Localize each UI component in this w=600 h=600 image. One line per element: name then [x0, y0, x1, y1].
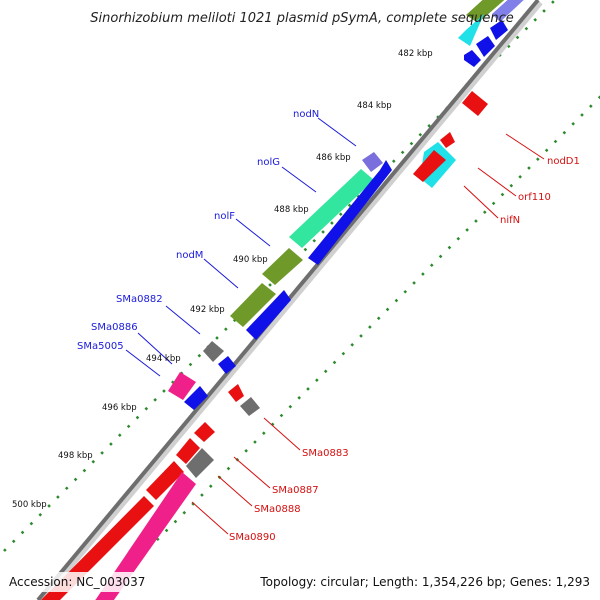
gene-label-orf110: orf110: [518, 192, 551, 203]
gene-label-SMa0882: SMa0882: [116, 294, 163, 305]
map-title: Sinorhizobium meliloti 1021 plasmid pSym…: [90, 11, 513, 26]
gene-label-SMa0887: SMa0887: [272, 485, 319, 496]
gene-label-nodM: nodM: [176, 250, 203, 261]
gene-feature: [490, 20, 508, 40]
tick-labels: 482 kbp 484 kbp 486 kbp 488 kbp 490 kbp …: [12, 49, 433, 510]
tick-label: 494 kbp: [146, 354, 181, 364]
gene-feature: [476, 36, 495, 57]
tick-label: 496 kbp: [102, 403, 137, 413]
cog-ring-forward: [168, 0, 524, 400]
gene-feature: [203, 341, 224, 362]
gene-feature: [362, 152, 383, 172]
gene-feature: [413, 150, 446, 182]
gene-label-nodD1: nodD1: [547, 156, 580, 167]
tick-label: 490 kbp: [233, 255, 268, 265]
accession-text: Accession: NC_003037: [9, 575, 145, 589]
gene-feature: [146, 461, 184, 500]
gene-feature: [228, 384, 244, 402]
gene-feature: [240, 397, 260, 416]
gene-feature: [308, 160, 392, 265]
gene-feature: [246, 290, 291, 340]
tick-label: 500 kbp: [12, 500, 47, 510]
tick-label: 498 kbp: [58, 451, 93, 461]
backbone-shadow: [37, 0, 543, 600]
inner-tick-ring: [95, 95, 600, 600]
gene-feature: [184, 386, 208, 410]
footer-background: [0, 572, 600, 592]
gene-feature: [464, 50, 481, 67]
left-gene-labels: nodN nolG nolF nodM SMa0882 SMa0886 SMa5…: [77, 109, 319, 352]
outer-tick-ring: [3, 0, 557, 552]
gene-feature: [462, 91, 488, 116]
gene-feature: [95, 472, 196, 600]
gene-label-nifN: nifN: [500, 215, 520, 226]
left-leader-lines: [125, 117, 357, 377]
gene-feature: [168, 372, 196, 400]
summary-text: Topology: circular; Length: 1,354,226 bp…: [259, 575, 590, 589]
gene-feature: [262, 248, 303, 285]
gene-feature: [458, 14, 484, 46]
tick-label: 482 kbp: [398, 49, 433, 59]
right-leader-lines: [191, 133, 545, 535]
gene-label-nolF: nolF: [214, 211, 235, 222]
right-gene-labels: nodD1 orf110 nifN SMa0883 SMa0887 SMa088…: [229, 156, 580, 543]
gene-feature: [492, 0, 524, 22]
gene-label-SMa5005: SMa5005: [77, 341, 124, 352]
gene-label-SMa0886: SMa0886: [91, 322, 138, 333]
gene-label-SMa0883: SMa0883: [302, 448, 349, 459]
forward-strand-genes: [184, 20, 508, 410]
gene-feature: [289, 169, 374, 248]
gene-feature: [176, 438, 200, 464]
gene-label-nolG: nolG: [257, 157, 280, 168]
gene-feature: [466, 0, 505, 23]
gene-label-nodN: nodN: [293, 109, 319, 120]
tick-label: 492 kbp: [190, 305, 225, 315]
gene-feature: [218, 356, 236, 374]
tick-label: 486 kbp: [316, 153, 351, 163]
gene-label-SMa0888: SMa0888: [254, 504, 301, 515]
gene-feature: [230, 283, 276, 327]
gene-feature: [194, 422, 215, 442]
tick-label: 484 kbp: [357, 101, 392, 111]
gene-label-SMa0890: SMa0890: [229, 532, 276, 543]
gene-feature: [440, 132, 455, 148]
tick-label: 488 kbp: [274, 205, 309, 215]
gene-feature: [186, 448, 214, 478]
